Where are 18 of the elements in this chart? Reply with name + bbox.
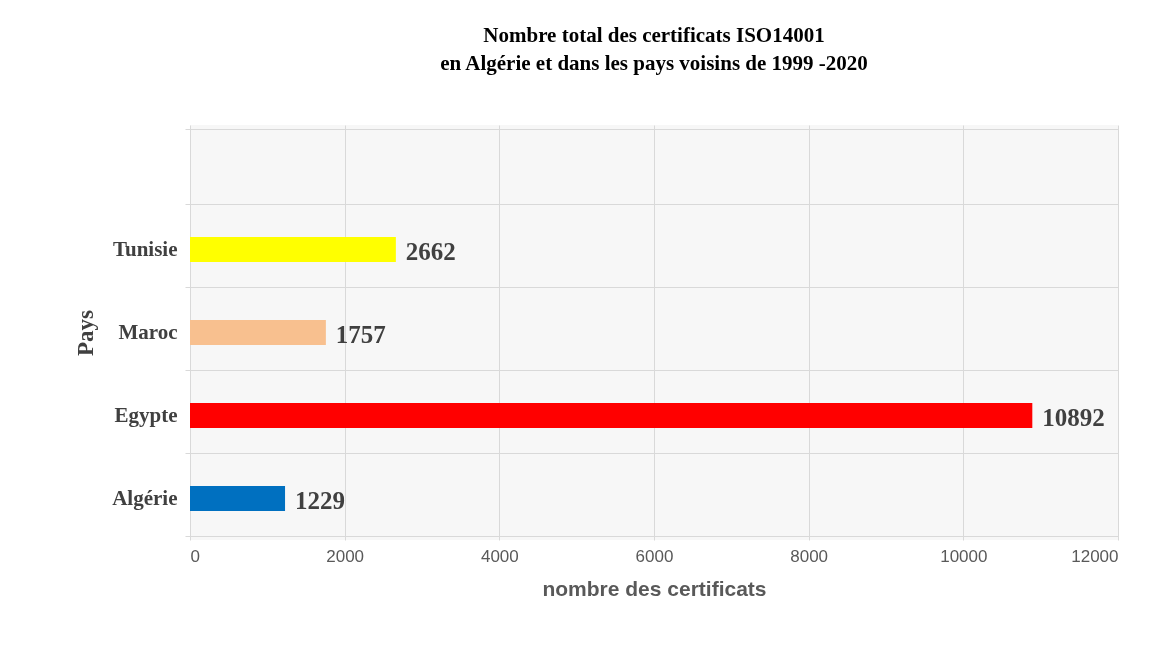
data-label: 10892 xyxy=(1042,403,1105,431)
x-tick-label: 0 xyxy=(190,546,200,566)
y-tick-label: Maroc xyxy=(118,320,178,344)
x-tick-label: 6000 xyxy=(635,546,674,566)
x-axis-title: nombre des certificats xyxy=(542,576,767,600)
data-label: 2662 xyxy=(405,237,456,265)
y-tick-label: Tunisie xyxy=(112,237,178,261)
chart-title: Nombre total des certificats ISO14001 en Algérie et dans les pays voisins de 1999 -2020 xyxy=(440,23,868,75)
y-tick-label: Algérie xyxy=(112,486,178,510)
x-tick-label: 4000 xyxy=(480,546,519,566)
x-tick-label: 12000 xyxy=(1071,546,1119,566)
x-tick-label: 2000 xyxy=(326,546,365,566)
data-label: 1229 xyxy=(295,486,346,514)
x-tick-label: 10000 xyxy=(940,546,988,566)
y-tick-label: Egypte xyxy=(114,403,178,427)
y-axis-title: Pays xyxy=(73,309,99,356)
data-label: 1757 xyxy=(335,320,386,348)
x-tick-label: 8000 xyxy=(790,546,829,566)
